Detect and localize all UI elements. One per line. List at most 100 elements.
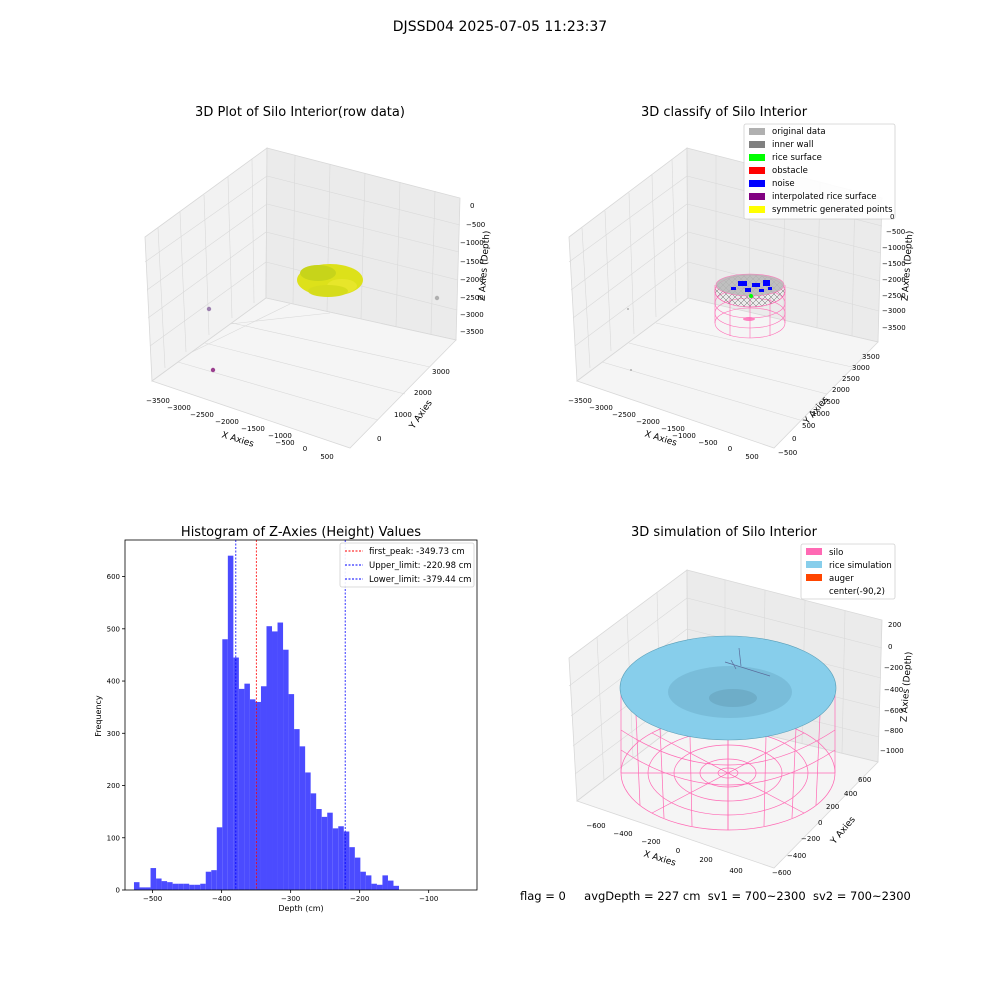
svg-text:obstacle: obstacle	[772, 166, 808, 176]
histogram-x-tick-label: −100	[419, 895, 438, 903]
histogram-bar	[294, 729, 300, 890]
flag-text: flag = 0	[520, 889, 566, 903]
svg-text:−1000: −1000	[460, 239, 484, 247]
svg-text:0: 0	[377, 435, 381, 443]
simulation-legend-item: rice simulation	[806, 561, 892, 571]
svg-text:200: 200	[699, 856, 712, 864]
svg-text:3000: 3000	[852, 364, 870, 372]
svg-text:noise: noise	[772, 179, 795, 189]
svg-text:−200: −200	[801, 835, 820, 843]
svg-text:−2500: −2500	[612, 411, 636, 419]
histogram-legend-item: Upper_limit: -220.98 cm	[345, 561, 472, 571]
classify-y-ticks: −500 0 500 1000 1500 2000 2500 3000 3500	[778, 353, 880, 457]
svg-text:−2500: −2500	[882, 292, 906, 300]
histogram-title: Histogram of Z-Axies (Height) Values	[181, 525, 421, 540]
classify-legend-item: interpolated rice surface	[749, 192, 877, 202]
svg-text:−500: −500	[275, 439, 294, 447]
svg-text:1000: 1000	[812, 410, 830, 418]
histogram-bar	[371, 883, 377, 890]
histogram-bar	[365, 875, 372, 890]
histogram-bar	[266, 626, 273, 890]
svg-text:0: 0	[888, 643, 892, 651]
histogram-y-tick-label: 500	[107, 625, 120, 633]
histogram-bar	[189, 884, 195, 890]
classify-original-point	[630, 369, 632, 371]
svg-text:400: 400	[729, 867, 742, 875]
svg-text:−3500: −3500	[882, 324, 906, 332]
simulation-silo-wireframe	[620, 688, 836, 831]
classify-z-label: Z Axies (Depth)	[901, 230, 916, 301]
histogram-bar	[222, 639, 228, 890]
histogram-y-ticks: 0 100 200 300 400 500 600	[107, 573, 125, 895]
histogram-bar	[150, 868, 157, 890]
histogram-bar	[376, 884, 383, 890]
simulation-x-label: X Axies	[642, 849, 677, 868]
simulation-legend: silo rice simulation auger center(-90,2)	[800, 543, 896, 600]
histogram-x-tick-label: −300	[281, 895, 300, 903]
histogram-bar	[260, 686, 267, 890]
panel-simulation-3d: 3D simulation of Silo Interior	[568, 525, 914, 877]
svg-text:−400: −400	[884, 686, 903, 694]
svg-text:0: 0	[728, 445, 732, 453]
histogram-bar	[161, 881, 168, 890]
histogram-y-tick-label: 600	[107, 573, 120, 581]
histogram-bar	[288, 694, 295, 890]
svg-text:−800: −800	[884, 727, 903, 735]
svg-text:auger: auger	[829, 574, 854, 584]
classify-wall-band	[715, 273, 785, 297]
svg-text:−3000: −3000	[460, 311, 484, 319]
classify-legend-item: original data	[749, 127, 826, 137]
svg-text:−3000: −3000	[167, 404, 191, 412]
histogram-bar	[299, 746, 306, 890]
svg-text:3000: 3000	[432, 368, 450, 376]
svg-text:−2500: −2500	[190, 411, 214, 419]
classify-z-ticks: 0 −500 −1000 −1500 −2000 −2500 −3000 −35…	[882, 213, 906, 332]
svg-text:2000: 2000	[414, 389, 432, 397]
simulation-title: 3D simulation of Silo Interior	[631, 525, 818, 540]
svg-text:−2000: −2000	[882, 276, 906, 284]
svg-text:500: 500	[745, 453, 758, 461]
simulation-auger	[724, 647, 771, 677]
svg-text:2500: 2500	[842, 375, 860, 383]
svg-text:−400: −400	[613, 830, 632, 838]
svg-text:−500: −500	[886, 228, 905, 236]
simulation-pane-floor	[576, 715, 879, 869]
histogram-x-label: Depth (cm)	[278, 904, 323, 913]
svg-text:−1500: −1500	[661, 425, 685, 433]
svg-text:Upper_limit: -220.98 cm: Upper_limit: -220.98 cm	[369, 561, 472, 571]
svg-text:symmetric generated points: symmetric generated points	[772, 205, 893, 215]
svg-text:−1000: −1000	[882, 244, 906, 252]
svg-text:200: 200	[888, 621, 901, 629]
raw-rice-cloud	[297, 264, 363, 297]
svg-text:500: 500	[320, 453, 333, 461]
svg-text:first_peak: -349.73 cm: first_peak: -349.73 cm	[369, 547, 465, 557]
histogram-bars	[133, 555, 400, 890]
histogram-bar	[139, 887, 146, 890]
histogram-y-tick-label: 100	[107, 834, 120, 842]
svg-text:Lower_limit: -379.44 cm: Lower_limit: -379.44 cm	[369, 575, 471, 585]
panel-histogram: Histogram of Z-Axies (Height) Values −50…	[94, 525, 478, 913]
histogram-bar	[211, 870, 217, 890]
svg-text:rice surface: rice surface	[772, 153, 822, 163]
svg-text:600: 600	[858, 776, 871, 784]
panel-raw-3d: 3D Plot of Silo Interior(row data)	[144, 105, 492, 461]
svg-text:0: 0	[792, 435, 796, 443]
svg-text:−3500: −3500	[568, 397, 592, 405]
histogram-vlines	[235, 540, 346, 890]
simulation-z-ticks: 200 0 −200 −400 −600 −800 −1000	[880, 621, 904, 755]
histogram-bar	[167, 882, 173, 890]
histogram-bar	[272, 631, 278, 890]
svg-text:−2500: −2500	[460, 294, 484, 302]
svg-text:0: 0	[676, 847, 680, 855]
svg-text:500: 500	[802, 422, 815, 430]
panel-classify-title: 3D classify of Silo Interior	[641, 105, 808, 120]
classify-original-point	[627, 308, 629, 310]
svg-text:−2000: −2000	[460, 276, 484, 284]
classify-rice-surface-point	[749, 294, 753, 298]
histogram-bar	[360, 871, 366, 890]
svg-text:−3000: −3000	[589, 404, 613, 412]
svg-text:silo: silo	[829, 548, 843, 558]
histogram-bar	[321, 816, 328, 890]
svg-text:center(-90,2): center(-90,2)	[829, 587, 885, 597]
svg-text:0: 0	[890, 213, 894, 221]
